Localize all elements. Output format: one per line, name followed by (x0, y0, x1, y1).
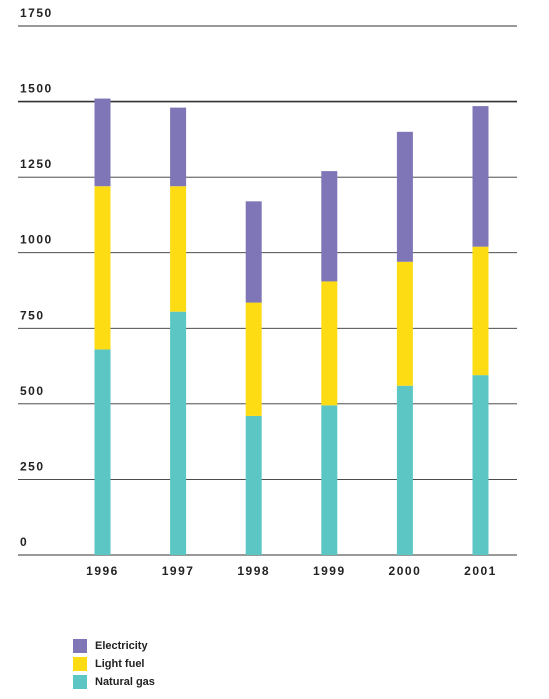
bar-light-fuel-2000 (396, 261, 413, 386)
x-tick-labels: 1996 1997 1998 1999 2000 2001 (86, 564, 497, 578)
legend-label-natural-gas: Natural gas (95, 676, 155, 688)
y-tick-label-1250: 1250 (20, 157, 53, 171)
y-tick-label-0: 0 (20, 535, 28, 549)
bar-light-fuel-1999 (321, 281, 338, 406)
legend-label-light-fuel: Light fuel (95, 658, 145, 670)
y-tick-label-1750: 1750 (20, 6, 53, 20)
legend-swatch-natural-gas (73, 675, 87, 689)
bar-natural-gas-1999 (321, 405, 338, 555)
bar-light-fuel-1996 (94, 186, 111, 350)
bar-natural-gas-2001 (472, 375, 489, 555)
legend-label-electricity: Electricity (95, 640, 148, 652)
bar-natural-gas-1998 (245, 415, 262, 555)
legend-item-natural-gas: Natural gas (73, 673, 155, 691)
bars (94, 98, 489, 555)
legend-swatch-electricity (73, 639, 87, 653)
legend-swatch-light-fuel (73, 657, 87, 671)
y-tick-label-500: 500 (20, 384, 45, 398)
y-tick-label-250: 250 (20, 459, 45, 473)
bar-electricity-1998 (245, 201, 262, 303)
x-tick-label-1999: 1999 (313, 564, 346, 578)
y-tick-label-1500: 1500 (20, 82, 53, 96)
bar-electricity-1996 (94, 98, 111, 187)
x-tick-label-1996: 1996 (86, 564, 119, 578)
x-tick-label-1998: 1998 (237, 564, 270, 578)
bar-light-fuel-2001 (472, 246, 489, 376)
bar-natural-gas-1996 (94, 349, 111, 555)
bar-electricity-1999 (321, 171, 338, 282)
y-tick-label-750: 750 (20, 308, 45, 322)
x-tick-label-1997: 1997 (162, 564, 195, 578)
bar-natural-gas-1997 (170, 311, 187, 555)
x-tick-label-2000: 2000 (389, 564, 422, 578)
legend: Electricity Light fuel Natural gas (73, 637, 155, 691)
y-tick-label-1000: 1000 (20, 233, 53, 247)
bar-light-fuel-1997 (170, 186, 187, 312)
bar-natural-gas-2000 (396, 385, 413, 555)
x-tick-label-2001: 2001 (464, 564, 497, 578)
bar-electricity-2001 (472, 106, 489, 247)
gridlines (18, 25, 517, 556)
legend-item-electricity: Electricity (73, 637, 155, 655)
bar-electricity-2000 (396, 131, 413, 262)
bar-electricity-1997 (170, 107, 187, 187)
bar-light-fuel-1998 (245, 302, 262, 416)
legend-item-light-fuel: Light fuel (73, 655, 155, 673)
y-tick-labels: 0 250 500 750 1000 1250 1500 1750 (20, 6, 53, 549)
